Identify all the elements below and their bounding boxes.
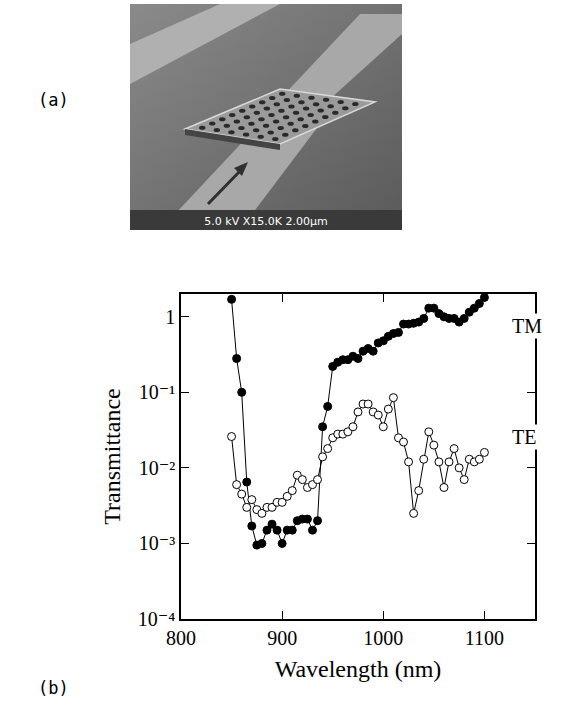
svg-text:1100: 1100 xyxy=(465,627,504,649)
html-text:(b): (b) xyxy=(38,678,69,698)
html-text:(a): (a) xyxy=(38,90,69,110)
svg-text:TE: TE xyxy=(512,426,536,448)
svg-text:900: 900 xyxy=(267,627,297,649)
svg-text:Wavelength (nm): Wavelength (nm) xyxy=(275,656,442,682)
svg-text:TM: TM xyxy=(512,315,542,337)
svg-text:5.0 kV X15.0K 2.00μm: 5.0 kV X15.0K 2.00μm xyxy=(204,215,327,228)
svg-text:1000: 1000 xyxy=(363,627,403,649)
svg-text:10⁻¹: 10⁻¹ xyxy=(139,381,176,403)
svg-text:1: 1 xyxy=(165,306,175,328)
svg-text:800: 800 xyxy=(166,627,196,649)
svg-text:10⁻³: 10⁻³ xyxy=(139,532,176,554)
svg-text:10⁻²: 10⁻² xyxy=(139,457,176,479)
svg-text:Transmittance: Transmittance xyxy=(99,388,125,524)
svg-text:10⁻⁴: 10⁻⁴ xyxy=(138,608,176,630)
